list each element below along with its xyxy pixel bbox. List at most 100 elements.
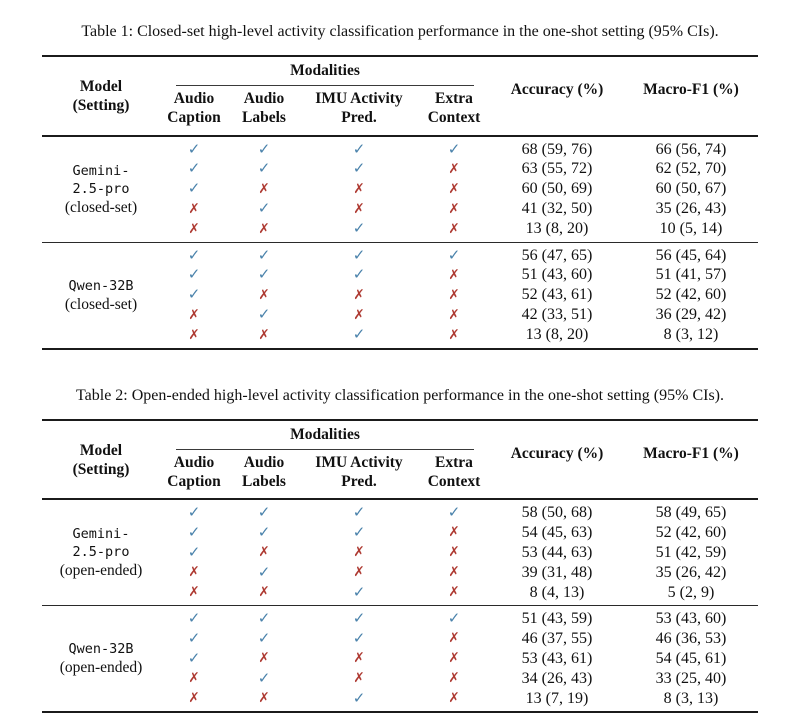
table-row: ✓ ✓ ✓ ✗ 46 (37, 55) 46 (36, 53) xyxy=(42,628,758,648)
model-setting: (closed-set) xyxy=(64,198,138,216)
modality-mark-cell: ✗ xyxy=(160,219,228,243)
modality-mark-cell: ✗ xyxy=(228,542,300,562)
model-cell: Gemini- 2.5-pro (closed-set) xyxy=(42,136,160,243)
check-icon: ✓ xyxy=(257,668,271,687)
check-icon: ✓ xyxy=(187,265,201,284)
modality-mark-cell: ✗ xyxy=(418,522,490,542)
modality-mark-cell: ✗ xyxy=(228,179,300,199)
cross-icon: ✗ xyxy=(258,220,270,237)
modality-mark-cell: ✓ xyxy=(300,325,418,349)
table-header: Model (Setting) Modalities Accuracy (%) Mac… xyxy=(42,420,758,500)
macro-f1-value: 46 (36, 53) xyxy=(655,629,727,647)
modality-mark-cell: ✓ xyxy=(160,242,228,265)
table-row: ✗ ✓ ✗ ✗ 39 (31, 48) 35 (26, 42) xyxy=(42,562,758,582)
accuracy-value: 13 (8, 20) xyxy=(525,326,589,344)
check-icon: ✓ xyxy=(352,688,366,707)
check-icon: ✓ xyxy=(447,609,461,628)
model-cell: Gemini- 2.5-pro (open-ended) xyxy=(42,499,160,606)
modality-mark-cell: ✓ xyxy=(300,606,418,629)
modality-mark-cell: ✓ xyxy=(160,522,228,542)
cross-icon: ✗ xyxy=(258,286,270,303)
modality-mark-cell: ✗ xyxy=(300,285,418,305)
header-subcol-audio-caption: Audio Caption xyxy=(167,453,221,490)
check-icon: ✓ xyxy=(187,245,201,264)
modality-mark-cell: ✓ xyxy=(300,688,418,712)
cross-icon: ✗ xyxy=(188,306,200,323)
accuracy-value: 13 (7, 19) xyxy=(525,689,589,707)
cross-icon: ✗ xyxy=(353,200,365,217)
check-icon: ✓ xyxy=(352,503,366,522)
check-icon: ✓ xyxy=(352,219,366,238)
modality-mark-cell: ✓ xyxy=(300,136,418,159)
header-model: Model (Setting) xyxy=(72,77,130,114)
check-icon: ✓ xyxy=(352,245,366,264)
modality-mark-cell: ✓ xyxy=(300,628,418,648)
check-icon: ✓ xyxy=(187,285,201,304)
model-name: Gemini- xyxy=(72,162,130,179)
cross-icon: ✗ xyxy=(448,630,460,647)
macro-f1-value: 10 (5, 14) xyxy=(659,220,723,238)
model-name: 2.5-pro xyxy=(72,544,130,561)
check-icon: ✓ xyxy=(187,179,201,198)
macro-f1-value: 51 (42, 59) xyxy=(655,543,727,561)
cross-icon: ✗ xyxy=(353,650,365,667)
check-icon: ✓ xyxy=(257,522,271,541)
modality-mark-cell: ✗ xyxy=(418,688,490,712)
modality-mark-cell: ✓ xyxy=(418,499,490,522)
modality-mark-cell: ✗ xyxy=(418,668,490,688)
modality-mark-cell: ✗ xyxy=(228,648,300,668)
check-icon: ✓ xyxy=(187,628,201,647)
modality-mark-cell: ✗ xyxy=(160,562,228,582)
cross-icon: ✗ xyxy=(188,670,200,687)
modality-mark-cell: ✗ xyxy=(228,219,300,243)
macro-f1-value: 62 (52, 70) xyxy=(655,160,727,178)
modality-mark-cell: ✗ xyxy=(160,668,228,688)
accuracy-value: 42 (33, 51) xyxy=(521,306,593,324)
modality-mark-cell: ✗ xyxy=(418,582,490,606)
cross-icon: ✗ xyxy=(448,266,460,283)
cross-icon: ✗ xyxy=(188,690,200,707)
table-row: ✗ ✗ ✓ ✗ 13 (8, 20) 10 (5, 14) xyxy=(42,219,758,243)
cross-icon: ✗ xyxy=(188,200,200,217)
results-table: Model (Setting) Modalities Accuracy (%) Mac… xyxy=(42,418,758,714)
accuracy-value: 51 (43, 59) xyxy=(521,610,593,628)
header-row-top: Model (Setting) Modalities Accuracy (%) Mac… xyxy=(42,420,758,478)
check-icon: ✓ xyxy=(257,503,271,522)
accuracy-value: 53 (43, 61) xyxy=(521,649,593,667)
header-row-top: Model (Setting) Modalities Accuracy (%) Mac… xyxy=(42,56,758,114)
modality-mark-cell: ✓ xyxy=(228,522,300,542)
macro-f1-value: 56 (45, 64) xyxy=(655,246,727,264)
macro-f1-value: 8 (3, 13) xyxy=(663,689,719,707)
model-setting: (closed-set) xyxy=(64,295,138,313)
cross-icon: ✗ xyxy=(353,544,365,561)
modality-mark-cell: ✗ xyxy=(300,648,418,668)
modality-mark-cell: ✓ xyxy=(228,628,300,648)
cross-icon: ✗ xyxy=(448,544,460,561)
cross-icon: ✗ xyxy=(448,524,460,541)
macro-f1-value: 53 (43, 60) xyxy=(655,610,727,628)
table-row: ✓ ✗ ✗ ✗ 53 (44, 63) 51 (42, 59) xyxy=(42,542,758,562)
table-row: Gemini- 2.5-pro (open-ended) ✓ ✓ ✓ ✓ 58 (50, 68… xyxy=(42,499,758,579)
check-icon: ✓ xyxy=(257,159,271,178)
modality-mark-cell: ✓ xyxy=(418,242,490,265)
check-icon: ✓ xyxy=(257,245,271,264)
check-icon: ✓ xyxy=(257,305,271,324)
table-caption: Table 1: Closed-set high-level activity … xyxy=(81,23,719,40)
model-setting: (open-ended) xyxy=(59,659,143,677)
header-subcol-imu-activity-pred: IMU Activity Pred. xyxy=(315,453,403,490)
modality-mark-cell: ✗ xyxy=(300,668,418,688)
cross-icon: ✗ xyxy=(448,326,460,343)
modality-mark-cell: ✗ xyxy=(228,285,300,305)
macro-f1-value: 35 (26, 42) xyxy=(655,563,727,581)
model-group: Qwen-32B (open-ended) ✓ ✓ ✓ ✓ 51 (43, 59) 53 (4… xyxy=(42,605,758,713)
check-icon: ✓ xyxy=(257,562,271,581)
modality-mark-cell: ✓ xyxy=(228,136,300,159)
header-modalities-label: Modalities xyxy=(176,426,474,450)
modality-mark-cell: ✗ xyxy=(160,325,228,349)
table-row: ✗ ✓ ✗ ✗ 41 (32, 50) 35 (26, 43) xyxy=(42,199,758,219)
check-icon: ✓ xyxy=(447,245,461,264)
header-subcol-imu-activity-pred: IMU Activity Pred. xyxy=(315,89,403,126)
cross-icon: ✗ xyxy=(258,650,270,667)
cross-icon: ✗ xyxy=(188,326,200,343)
check-icon: ✓ xyxy=(352,609,366,628)
